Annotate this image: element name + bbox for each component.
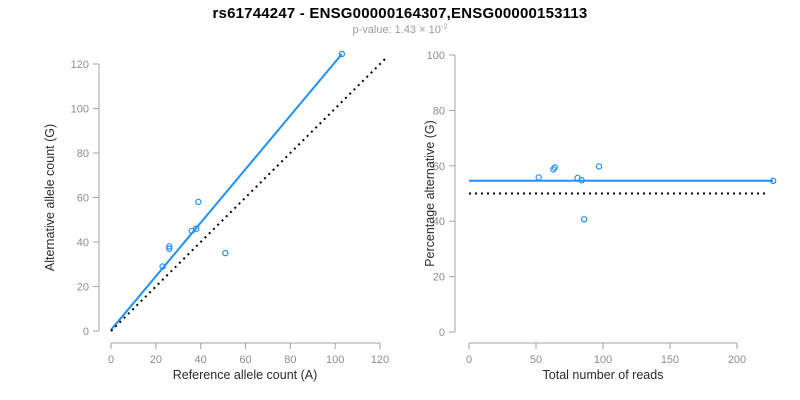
y-tick-label: 40 xyxy=(433,216,445,228)
y-tick-label: 120 xyxy=(71,59,89,71)
x-tick-label: 200 xyxy=(728,354,746,366)
data-point xyxy=(595,163,603,170)
identity-line xyxy=(110,57,387,332)
x-tick-label: 40 xyxy=(195,354,207,366)
data-point xyxy=(166,243,173,250)
data-point xyxy=(338,50,346,58)
data-point xyxy=(580,216,588,223)
x-tick-label: 80 xyxy=(284,354,296,366)
y-tick-label: 100 xyxy=(427,50,445,62)
data-point xyxy=(166,245,173,252)
p-value-label: p-value: xyxy=(352,24,392,36)
x-tick-label: 120 xyxy=(371,354,389,366)
x-tick-label: 150 xyxy=(661,354,679,366)
percentage-reads-scatter-chart: 0 50 100 150 200 0 20 40 60 80 100 Total number of … xyxy=(423,50,777,382)
p-value-exponent: -2 xyxy=(440,21,448,31)
y-tick-label: 100 xyxy=(71,104,89,116)
y-tick-label: 20 xyxy=(77,282,89,294)
x-tick-label: 50 xyxy=(530,354,542,366)
data-point xyxy=(159,263,166,270)
y-tick-label: 80 xyxy=(77,148,89,160)
y-tick-label: 0 xyxy=(83,326,89,338)
data-point xyxy=(770,177,777,184)
data-point xyxy=(535,174,542,181)
data-point xyxy=(222,249,229,257)
x-tick-label: 60 xyxy=(239,354,251,366)
x-tick-label: 20 xyxy=(150,354,162,366)
data-point xyxy=(195,198,202,206)
regression-line xyxy=(110,53,343,331)
data-point xyxy=(551,164,558,171)
x-axis-label: Total number of reads xyxy=(543,368,664,382)
allele-count-scatter-chart: 0 20 40 60 80 100 120 0 20 40 60 80 100 120 Reference … xyxy=(43,50,389,382)
y-tick-label: 60 xyxy=(433,161,445,173)
x-tick-label: 0 xyxy=(108,354,114,366)
y-tick-label: 60 xyxy=(77,193,89,205)
x-axis-label: Reference allele count (A) xyxy=(173,368,318,382)
y-axis-label: Alternative allele count (G) xyxy=(43,124,57,271)
x-tick-label: 100 xyxy=(326,354,344,366)
y-tick-label: 0 xyxy=(439,327,445,339)
x-tick-label: 100 xyxy=(594,354,612,366)
x-tick-label: 0 xyxy=(466,354,472,366)
plot-subtitle: p-value: 1.43 × 10-2 xyxy=(0,21,800,36)
data-point xyxy=(578,176,585,184)
y-tick-label: 80 xyxy=(433,105,445,117)
p-value-mantissa: 1.43 × 10 xyxy=(394,24,441,36)
y-tick-label: 40 xyxy=(77,237,89,249)
data-point xyxy=(192,225,200,232)
page-title: rs61744247 - ENSG00000164307,ENSG0000015… xyxy=(212,5,588,22)
y-tick-label: 20 xyxy=(433,272,445,284)
y-axis-label: Percentage alternative (G) xyxy=(423,120,437,267)
